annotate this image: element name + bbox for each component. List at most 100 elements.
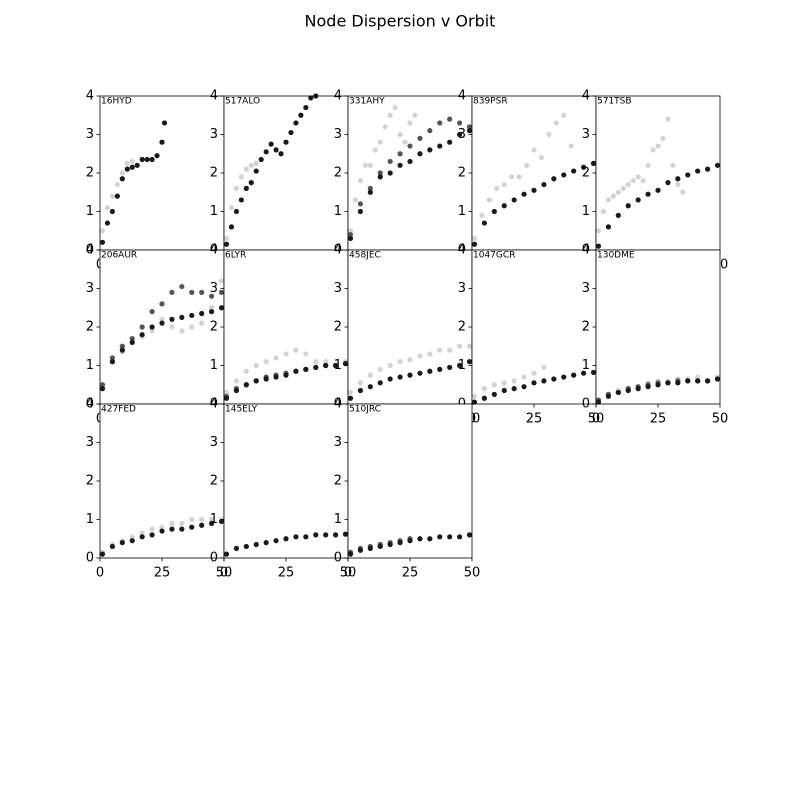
point [670, 162, 676, 168]
point [625, 203, 631, 209]
point [546, 131, 552, 138]
y-tick-label: 4 [334, 89, 342, 104]
point [645, 162, 651, 168]
point [159, 139, 165, 145]
y-tick-label: 1 [582, 358, 590, 373]
point [511, 386, 517, 392]
y-tick-label: 4 [210, 243, 218, 258]
point [675, 380, 681, 386]
point [660, 135, 666, 141]
point [189, 516, 195, 523]
y-tick-label: 2 [210, 474, 218, 489]
point [437, 120, 443, 126]
point [323, 359, 329, 365]
point [471, 235, 478, 242]
point [218, 518, 225, 525]
points [347, 104, 473, 242]
point [595, 243, 602, 249]
point [407, 357, 413, 363]
point [189, 289, 195, 295]
point [149, 156, 155, 163]
point [99, 386, 106, 392]
point [516, 174, 522, 180]
point [169, 289, 175, 295]
y-tick-label: 1 [86, 204, 94, 219]
points [99, 120, 168, 245]
point [447, 139, 453, 145]
point [119, 170, 125, 176]
point [159, 320, 165, 326]
point [209, 305, 215, 311]
panel-background [224, 96, 348, 250]
point [308, 95, 314, 101]
point [169, 316, 175, 322]
point [387, 112, 393, 118]
point [161, 120, 168, 126]
point [154, 153, 160, 159]
point [347, 228, 354, 234]
point [457, 362, 463, 369]
point [397, 374, 403, 380]
panel-background [100, 96, 224, 250]
points [347, 532, 473, 557]
point [457, 343, 463, 349]
point [377, 170, 383, 176]
y-tick-label: 2 [210, 166, 218, 181]
point [590, 369, 597, 376]
y-tick-label: 4 [334, 397, 342, 412]
point [402, 139, 408, 145]
point [377, 174, 383, 180]
point [298, 112, 304, 118]
point [313, 359, 319, 365]
point [372, 147, 378, 153]
y-tick-label: 3 [334, 435, 342, 450]
y-tick-label: 2 [334, 320, 342, 335]
point [228, 205, 235, 211]
y-tick-label: 4 [86, 243, 94, 258]
x-tick-label: 25 [526, 412, 543, 427]
y-tick-label: 4 [582, 243, 590, 258]
point [248, 162, 254, 168]
point [347, 235, 354, 242]
point [511, 378, 517, 384]
point [427, 147, 433, 153]
point [119, 540, 125, 546]
points [223, 93, 319, 247]
point [447, 534, 453, 540]
point [665, 116, 671, 122]
y-tick-label: 2 [334, 474, 342, 489]
point [357, 387, 363, 394]
point [407, 158, 413, 165]
point [119, 176, 125, 182]
point [521, 191, 527, 197]
panel-background [224, 404, 348, 558]
y-tick-label: 2 [582, 166, 590, 181]
point [466, 124, 473, 130]
y-tick-label: 3 [458, 127, 466, 142]
point [233, 185, 239, 191]
y-tick-label: 1 [210, 204, 218, 219]
y-tick-label: 2 [86, 474, 94, 489]
point [109, 543, 115, 550]
y-tick-label: 3 [210, 435, 218, 450]
point [387, 376, 393, 382]
point [169, 324, 175, 330]
point [407, 143, 413, 149]
point [233, 545, 239, 551]
point [179, 314, 185, 320]
point [347, 232, 354, 238]
point [189, 324, 195, 330]
y-tick-label: 3 [582, 281, 590, 296]
y-tick-label: 3 [334, 127, 342, 142]
point [457, 131, 463, 138]
point [209, 520, 215, 526]
point [273, 147, 279, 153]
point [268, 141, 274, 147]
point [705, 378, 711, 384]
point [427, 536, 433, 542]
panel-label: 517ALO [225, 97, 260, 107]
point [293, 368, 299, 374]
point [466, 532, 473, 538]
point [630, 178, 636, 184]
